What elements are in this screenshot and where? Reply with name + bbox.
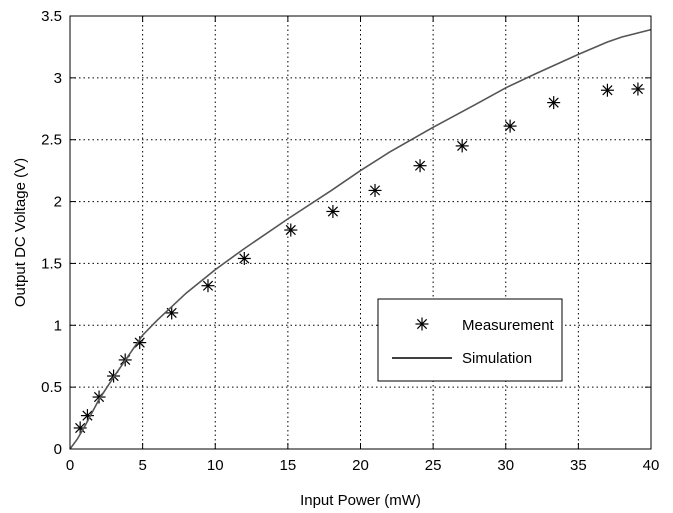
x-tick-label: 5 <box>138 457 146 474</box>
y-tick-label: 2.5 <box>41 132 62 149</box>
data-point-measurement <box>631 82 645 96</box>
data-point-measurement <box>326 204 340 218</box>
x-tick-label: 35 <box>570 457 587 474</box>
legend-box <box>377 298 563 382</box>
y-tick-label: 3.5 <box>41 8 62 25</box>
data-point-measurement <box>600 83 614 97</box>
data-point-measurement <box>80 409 94 423</box>
data-point-measurement <box>547 96 561 110</box>
data-point-measurement <box>455 139 469 153</box>
x-tick-label: 25 <box>425 457 442 474</box>
y-tick-label: 3 <box>54 70 62 87</box>
x-tick-label: 40 <box>643 457 660 474</box>
y-tick-label: 1 <box>54 317 62 334</box>
legend-asterisk-icon <box>415 317 429 331</box>
x-tick-label: 30 <box>497 457 514 474</box>
data-point-measurement <box>237 251 251 265</box>
x-tick-label: 10 <box>207 457 224 474</box>
data-point-measurement <box>284 223 298 237</box>
data-point-measurement <box>201 279 215 293</box>
data-point-measurement <box>73 421 87 435</box>
x-tick-label: 0 <box>66 457 74 474</box>
plot-frame <box>69 15 652 450</box>
y-tick-label: 0.5 <box>41 379 62 396</box>
x-tick-labels: 0 5 10 15 20 25 30 35 40 <box>66 457 660 474</box>
data-point-measurement <box>413 159 427 173</box>
data-point-measurement <box>368 183 382 197</box>
series-layer <box>69 28 652 450</box>
data-point-measurement <box>503 119 517 133</box>
data-point-measurement <box>165 306 179 320</box>
x-tick-label: 20 <box>352 457 369 474</box>
x-axis-label: Input Power (mW) <box>300 492 421 509</box>
legend-measurement-marker <box>415 317 429 331</box>
y-tick-label: 2 <box>54 194 62 211</box>
y-axis-label: Output DC Voltage (V) <box>12 158 29 307</box>
legend: Measurement Simulation <box>377 298 563 382</box>
y-tick-label: 0 <box>54 441 62 458</box>
legend-simulation-label: Simulation <box>462 350 532 367</box>
y-tick-labels: 0 0.5 1 1.5 2 2.5 3 3.5 <box>41 8 62 458</box>
legend-measurement-label: Measurement <box>462 317 555 334</box>
y-tick-label: 1.5 <box>41 255 62 272</box>
series-line-simulation <box>69 28 652 450</box>
x-tick-label: 15 <box>280 457 297 474</box>
